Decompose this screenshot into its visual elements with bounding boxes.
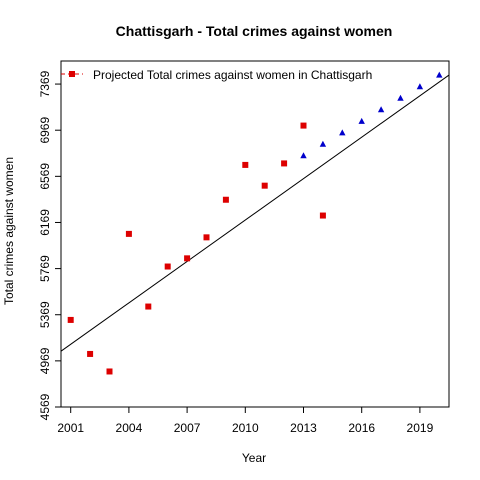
data-point xyxy=(319,212,326,219)
x-axis: 2001 2004 2007 2010 2013 2016 2019 xyxy=(57,407,434,435)
x-tick-label: 2016 xyxy=(348,421,375,435)
data-point xyxy=(242,161,249,168)
y-axis: 4569 4969 5369 5769 6169 6569 6969 7369 xyxy=(38,70,61,420)
data-point xyxy=(203,234,210,241)
legend: Projected Total crimes against women in … xyxy=(61,68,372,82)
x-tick-label: 2007 xyxy=(174,421,201,435)
projected-point xyxy=(319,140,327,147)
y-tick-label: 5369 xyxy=(38,301,52,328)
y-tick-label: 6169 xyxy=(38,209,52,236)
y-tick-label: 6569 xyxy=(38,163,52,190)
projected-point xyxy=(300,152,307,159)
plot-area xyxy=(60,71,450,375)
trend-line xyxy=(60,74,450,352)
data-point xyxy=(87,350,94,357)
y-tick-label: 4969 xyxy=(38,347,52,374)
data-point xyxy=(300,122,307,129)
data-point xyxy=(125,230,132,237)
x-tick-label: 2004 xyxy=(116,421,143,435)
data-point xyxy=(261,182,268,189)
x-tick-label: 2013 xyxy=(290,421,317,435)
y-axis-title: Total crimes against women xyxy=(2,157,16,305)
data-point xyxy=(145,303,152,310)
y-tick-label: 7369 xyxy=(38,70,52,97)
legend-marker xyxy=(69,71,75,77)
y-tick-label: 6969 xyxy=(38,117,52,144)
projected-point xyxy=(339,129,346,136)
y-tick-label: 5769 xyxy=(38,255,52,282)
x-axis-title: Year xyxy=(242,451,266,465)
x-tick-label: 2001 xyxy=(57,421,84,435)
data-point xyxy=(281,160,288,167)
legend-label: Projected Total crimes against women in … xyxy=(93,68,372,82)
projected-point xyxy=(358,117,365,124)
x-tick-label: 2019 xyxy=(407,421,434,435)
y-tick-label: 4569 xyxy=(38,393,52,420)
projected-point xyxy=(416,83,424,90)
data-point xyxy=(184,255,191,262)
plot-frame xyxy=(60,60,450,408)
projected-point xyxy=(397,94,404,101)
chart-title: Chattisgarh - Total crimes against women xyxy=(116,23,393,39)
projected-point xyxy=(377,106,385,113)
data-point xyxy=(106,368,113,375)
x-tick-label: 2010 xyxy=(232,421,259,435)
data-point xyxy=(222,196,229,203)
data-point xyxy=(67,316,74,323)
data-point xyxy=(164,263,171,270)
projected-point xyxy=(436,71,443,78)
